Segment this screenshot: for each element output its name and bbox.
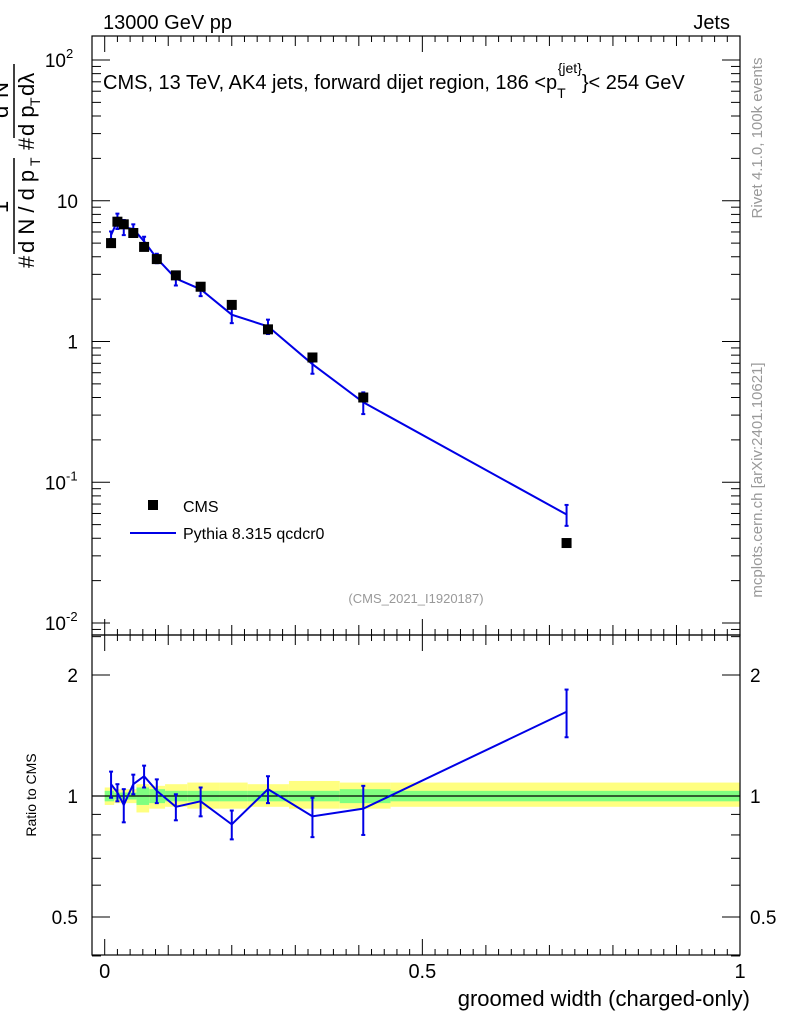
ratio-y-tick-label-right: 1 [750,787,761,808]
cms-data-point [195,281,206,292]
cms-data-point [106,238,117,249]
cms-data-point [226,299,237,310]
y-tick-label: 10 [45,51,66,72]
x-tick-label: 0.5 [408,961,436,983]
plot-title-main: CMS, 13 TeV, AK4 jets, forward dijet reg… [103,72,557,94]
svg-text:dλ: dλ [14,73,39,96]
svg-text:d N / d p: d N / d p [14,170,39,253]
svg-text:d p: d p [14,105,39,136]
main-panel-frame [91,35,741,636]
ratio-y-tick-label: 2 [67,666,78,687]
axis-ticks [92,36,741,957]
energy-label: 13000 GeV pp [103,12,232,34]
y-tick-label: 10 [45,614,66,635]
svg-text:1: 1 [0,201,13,213]
y-tick-label: 10 [45,473,66,494]
plot-title-sup: {jet} [558,60,582,76]
svg-text:#: # [14,255,39,268]
mc-line [110,219,568,516]
legend-cms-label: CMS [183,499,219,516]
x-tick-label: 1 [734,961,745,983]
svg-text:T: T [27,97,43,106]
cms-data-point [307,352,318,363]
rivet-label: Rivet 4.1.0, 100k events [749,58,766,219]
arxiv-label: mcplots.cern.ch [arXiv:2401.10621] [749,362,766,597]
category-label: Jets [693,12,730,34]
cms-data-point [112,216,123,227]
xlabel: groomed width (charged-only) [458,986,750,1011]
plot-title: CMS, 13 TeV, AK4 jets, forward dijet reg… [103,60,685,101]
svg-text:d: d [0,106,13,118]
cms-data-point [358,392,369,403]
cms-data-point [128,228,139,239]
y-tick-label-exponent: -1 [66,468,78,483]
legend: CMS Pythia 8.315 qcdcr0 [130,499,325,543]
ratio-y-tick-label-right: 0.5 [750,908,776,929]
data-series [106,212,572,841]
legend-cms-marker [148,500,158,510]
ratio-uncertainty-bands [92,780,740,813]
cms-data-point [118,219,129,230]
y-tick-label: 1 [67,333,78,354]
plot-title-end: }< 254 GeV [582,72,686,94]
cms-data-point [262,324,273,335]
y-tick-label-exponent: -2 [66,609,78,624]
ratio-ylabel: Ratio to CMS [23,753,39,836]
svg-text:#: # [0,145,5,158]
ratio-panel-frame [91,634,741,956]
cms-data-point [139,241,150,252]
y-tick-label-exponent: 2 [66,46,73,61]
y-tick-label: 10 [57,192,78,213]
ratio-y-tick-label: 0.5 [52,908,78,929]
svg-text:T: T [27,157,43,166]
cms-data-point [151,254,162,265]
svg-text:N: N [0,82,13,98]
analysis-watermark: (CMS_2021_I1920187) [348,591,483,606]
plot-title-sub: T [557,85,566,101]
cms-data-point [170,270,181,281]
x-tick-label: 0 [99,961,110,983]
ratio-y-tick-label-right: 2 [750,666,761,687]
ratio-y-tick-label: 1 [67,787,78,808]
legend-mc-label: Pythia 8.315 qcdcr0 [183,526,325,543]
main-ylabel: # d N / d p T # 1 d p T dλ d 2 N # [0,64,43,268]
cms-data-point [561,538,572,549]
svg-text:#: # [14,137,39,150]
